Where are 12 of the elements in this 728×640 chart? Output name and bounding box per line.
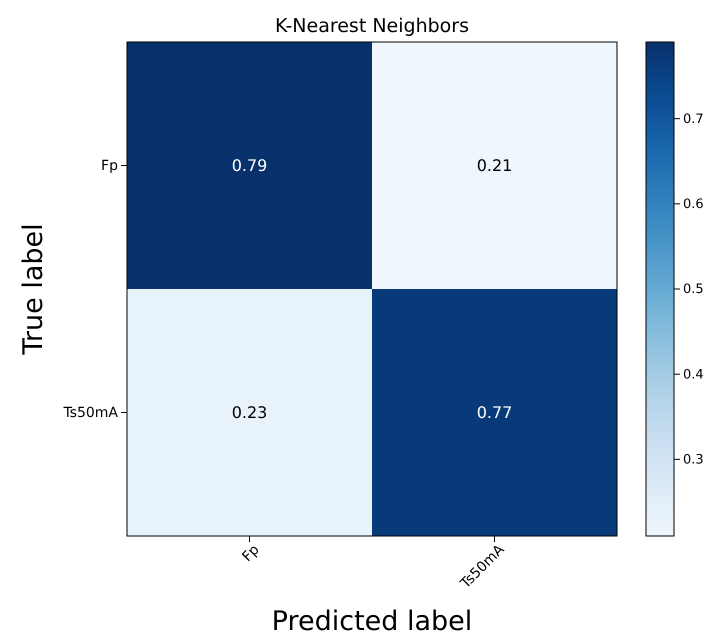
y-axis-title: True label [18,223,49,356]
color-bar-label: 0.3 [683,452,704,468]
color-bar-label: 0.6 [683,196,704,212]
data-label: 0.21 [476,156,512,175]
data-label: 0.23 [232,403,268,422]
color-bar-label: 0.4 [683,367,704,382]
color-bar-label: 0.5 [683,282,704,298]
data-label: 0.79 [232,156,268,175]
color-bar-label: 0.7 [683,112,704,127]
x-axis-title: Predicted label [272,606,472,637]
chart-title: K-Nearest Neighbors [274,15,470,37]
data-label: 0.77 [476,403,512,422]
